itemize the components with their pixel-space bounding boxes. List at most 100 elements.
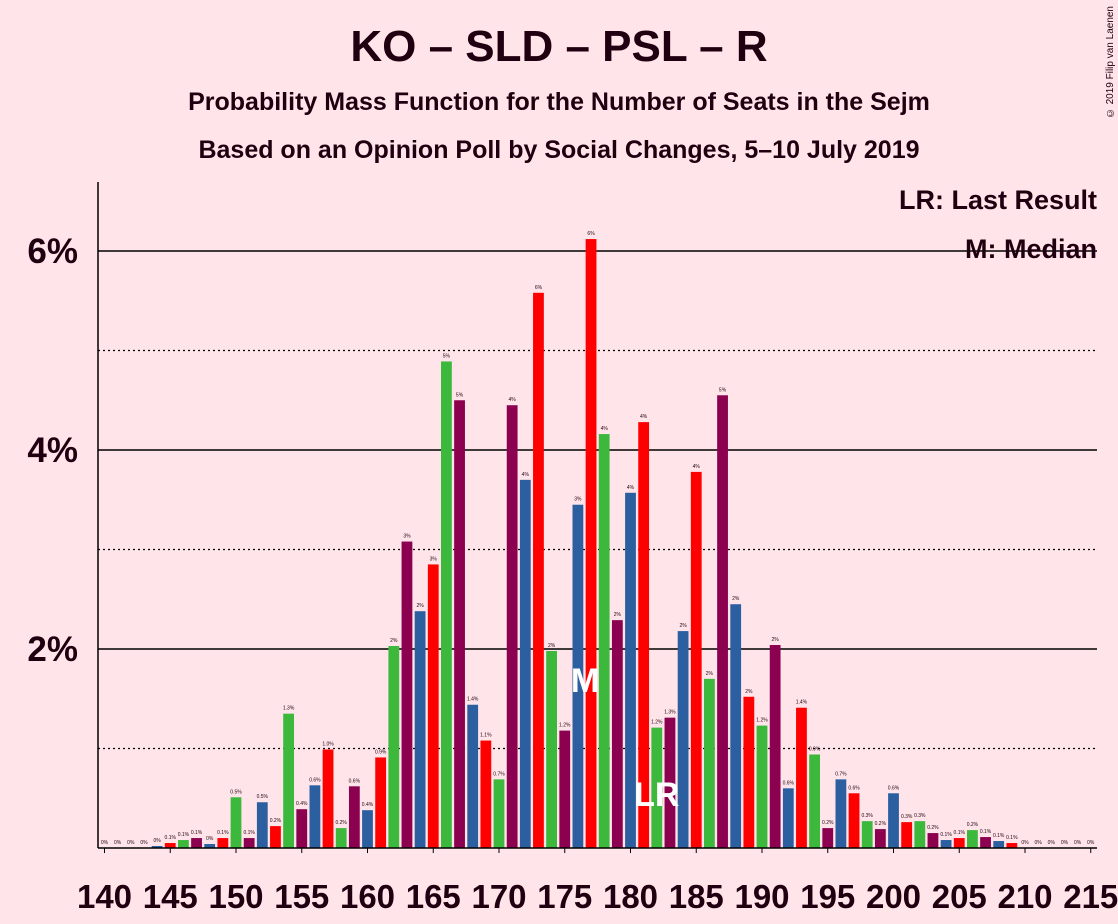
bar-199 xyxy=(874,829,886,848)
bar-label-165: 3% xyxy=(430,556,438,562)
chart-subtitle-2: Based on an Opinion Poll by Social Chang… xyxy=(198,136,920,164)
bar-label-140: 0% xyxy=(101,840,109,846)
x-tick-label-190: 190 xyxy=(734,878,789,915)
x-tick-label-185: 185 xyxy=(669,878,724,915)
bar-149 xyxy=(217,838,229,848)
bar-label-164: 2% xyxy=(416,603,424,609)
bar-207 xyxy=(980,837,991,848)
x-tick-label-205: 205 xyxy=(932,878,987,915)
bar-label-208: 0.1% xyxy=(993,833,1005,839)
bar-label-141: 0% xyxy=(114,840,122,846)
bar-147 xyxy=(191,838,202,848)
bar-181 xyxy=(638,422,650,848)
bar-184 xyxy=(677,631,689,848)
bar-187 xyxy=(717,395,728,848)
y-tick-label-4: 4% xyxy=(27,431,78,470)
bar-labels: 0% 0% 0% 0% 0% 0.1% 0.1% 0.1%0%0.1%0.5%0.1%0.5%… xyxy=(101,231,1095,846)
bar-171 xyxy=(506,405,518,848)
bar-label-187: 5% xyxy=(719,387,727,393)
bar-202 xyxy=(914,821,926,848)
bar-label-179: 2% xyxy=(614,612,622,618)
x-tick-label-160: 160 xyxy=(340,878,395,915)
y-tick-label-6: 6% xyxy=(27,232,78,271)
bar-150 xyxy=(230,797,242,848)
bar-203 xyxy=(927,833,939,848)
bar-label-215: 0% xyxy=(1087,840,1095,846)
markers: M LR xyxy=(571,662,680,814)
bar-label-214: 0% xyxy=(1074,840,1082,846)
bar-146 xyxy=(178,840,189,848)
bar-label-144: 0% xyxy=(153,838,161,844)
bar-191 xyxy=(769,645,781,848)
bar-label-142: 0% xyxy=(127,840,135,846)
bar-label-146: 0.1% xyxy=(178,832,190,838)
bar-label-191: 2% xyxy=(772,637,780,643)
bar-label-156: 0.6% xyxy=(309,777,321,783)
bar-label-150: 0.5% xyxy=(230,789,242,795)
bar-151 xyxy=(243,838,255,848)
bar-label-167: 5% xyxy=(456,392,464,398)
bar-158 xyxy=(335,828,347,848)
bar-145 xyxy=(164,843,176,848)
bar-label-198: 0.3% xyxy=(861,813,873,819)
bar-148 xyxy=(204,844,216,848)
bar-label-177: 6% xyxy=(587,231,595,237)
x-tick-label-145: 145 xyxy=(143,878,198,915)
bar-label-189: 2% xyxy=(745,689,753,695)
bar-label-172: 4% xyxy=(522,472,530,478)
bar-label-192: 0.6% xyxy=(783,780,795,786)
bar-label-197: 0.6% xyxy=(848,785,860,791)
bar-label-205: 0.1% xyxy=(954,830,966,836)
bar-label-184: 2% xyxy=(679,623,687,629)
bar-label-185: 4% xyxy=(693,464,701,470)
bar-label-159: 0.6% xyxy=(349,778,361,784)
bar-label-199: 0.2% xyxy=(875,821,887,827)
bar-174 xyxy=(546,650,557,848)
bar-label-147: 0.1% xyxy=(191,830,203,836)
bar-186 xyxy=(704,678,715,848)
bar-170 xyxy=(493,779,505,848)
bar-196 xyxy=(835,779,847,848)
bar-label-181: 4% xyxy=(640,414,648,420)
legend-last-result: LR: Last Result xyxy=(899,185,1097,215)
bar-label-202: 0.3% xyxy=(914,813,926,819)
bar-183 xyxy=(664,717,676,848)
bar-label-174: 2% xyxy=(548,643,556,649)
x-tick-label-155: 155 xyxy=(274,878,329,915)
bar-175 xyxy=(559,730,571,848)
bar-154 xyxy=(283,713,294,848)
bar-194 xyxy=(809,754,820,848)
bar-label-207: 0.1% xyxy=(980,829,992,835)
bar-label-188: 2% xyxy=(732,596,740,602)
x-tick-label-180: 180 xyxy=(603,878,658,915)
bar-167 xyxy=(454,400,465,848)
bar-label-212: 0% xyxy=(1048,840,1056,846)
bar-209 xyxy=(1006,843,1018,848)
bar-label-204: 0.1% xyxy=(940,832,952,838)
bar-label-210: 0% xyxy=(1021,840,1029,846)
bar-label-182: 1.2% xyxy=(651,720,663,726)
x-tick-label-140: 140 xyxy=(77,878,132,915)
chart-title: KO – SLD – PSL – R xyxy=(350,22,768,71)
last-result-marker: LR xyxy=(634,776,679,814)
bar-155 xyxy=(296,809,308,848)
bar-163 xyxy=(401,541,413,848)
bar-label-169: 1.1% xyxy=(480,733,492,739)
bar-label-195: 0.2% xyxy=(822,820,834,826)
bar-165 xyxy=(427,564,439,848)
bar-159 xyxy=(348,786,360,848)
bar-190 xyxy=(756,725,768,848)
bar-label-154: 1.3% xyxy=(283,706,295,712)
bar-label-162: 2% xyxy=(390,638,398,644)
bar-177 xyxy=(585,239,597,848)
bar-label-170: 0.7% xyxy=(493,771,505,777)
bar-label-173: 6% xyxy=(535,285,543,291)
bar-169 xyxy=(480,740,492,848)
bar-label-178: 4% xyxy=(601,426,609,432)
bar-label-200: 0.6% xyxy=(888,785,900,791)
bar-label-161: 0.9% xyxy=(375,749,387,755)
gridlines xyxy=(98,250,1097,750)
bar-164 xyxy=(414,611,426,848)
bar-195 xyxy=(822,828,834,848)
bar-label-168: 1.4% xyxy=(467,697,479,703)
